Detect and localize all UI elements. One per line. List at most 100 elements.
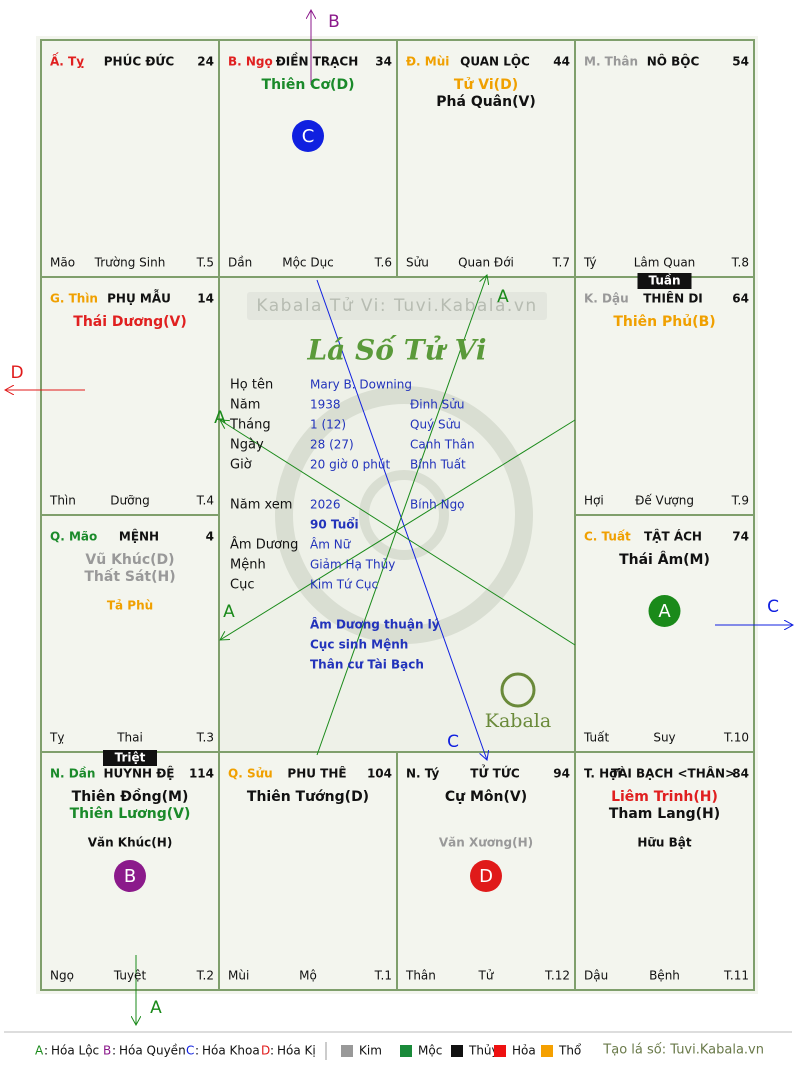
can-chi: N. Tý <box>406 767 440 781</box>
element-swatch <box>400 1045 412 1057</box>
palace-name: PHU THÊ <box>287 766 346 781</box>
palace-age: 34 <box>375 55 392 69</box>
can-chi: T. Hợi <box>584 767 622 781</box>
branch: Thân <box>405 969 436 983</box>
logo: Kabala <box>485 710 551 732</box>
main-star: Thiên Phủ(B) <box>613 314 715 330</box>
arrow <box>220 420 576 646</box>
can-chi: K. Dậu <box>584 292 629 306</box>
phase: Lâm Quan <box>634 256 696 270</box>
palace-age: 14 <box>197 292 214 306</box>
palace-age: 104 <box>367 767 392 781</box>
element-name: Thổ <box>558 1044 582 1058</box>
main-star: Tử Vi(D) <box>454 77 518 93</box>
info-value: 20 giờ 0 phút <box>310 458 390 472</box>
branch: Tỵ <box>49 731 64 745</box>
hoa-colon: : <box>112 1044 116 1058</box>
hoa-badge-letter: A <box>658 601 671 622</box>
palace-name: QUAN LỘC <box>460 54 530 69</box>
palace-name: TÀI BẠCH <THÂN> <box>611 766 735 781</box>
element-name: Kim <box>359 1044 382 1058</box>
term: T.5 <box>196 256 214 270</box>
arrow-label: A <box>223 602 235 622</box>
hoa-colon: : <box>195 1044 199 1058</box>
term: T.6 <box>374 256 392 270</box>
can-chi: Đ. Mùi <box>406 55 449 69</box>
can-chi: C. Tuất <box>584 530 631 544</box>
main-star: Vũ Khúc(D) <box>85 552 174 568</box>
note: Âm Dương thuận lý <box>310 617 440 632</box>
phase: Mộ <box>299 969 317 983</box>
palace-name: NÔ BỘC <box>647 54 700 69</box>
palace-age: 54 <box>732 55 749 69</box>
palace-age: 4 <box>206 530 214 544</box>
palace-name: PHỤ MẪU <box>107 290 171 306</box>
info-label: Âm Dương <box>230 537 298 553</box>
term: T.9 <box>731 494 749 508</box>
palace-age: 64 <box>732 292 749 306</box>
phase: Suy <box>653 731 675 745</box>
phase: Mộc Dục <box>282 256 334 270</box>
arrow-label: A <box>150 998 162 1018</box>
info-value: Âm Nữ <box>310 537 352 552</box>
hoa-colon: : <box>44 1044 48 1058</box>
credit: Tạo lá số: Tuvi.Kabala.vn <box>602 1043 764 1058</box>
hoa-badge-letter: C <box>302 126 315 147</box>
element-name: Thủy <box>468 1044 499 1058</box>
main-star: Phá Quân(V) <box>436 94 535 110</box>
minor-star: Văn Xương(H) <box>439 836 533 850</box>
info-extra: Bính Ngọ <box>410 498 465 512</box>
tag-bg <box>103 750 157 766</box>
hoa-label: Hóa Kị <box>277 1044 316 1058</box>
note: Cục sinh Mệnh <box>310 638 408 652</box>
palace-age: 84 <box>732 767 749 781</box>
can-chi: Ấ. Tỵ <box>50 52 84 69</box>
phase: Tuyệt <box>113 969 147 983</box>
element-swatch <box>541 1045 553 1057</box>
info-value: 2026 <box>310 498 341 512</box>
palace-age: 44 <box>553 55 570 69</box>
term: T.1 <box>374 969 392 983</box>
palace-name: PHÚC ĐỨC <box>104 54 175 69</box>
hoa-badge-letter: B <box>124 866 136 887</box>
can-chi: B. Ngọ <box>228 55 273 69</box>
info-value: Mary B. Downing <box>310 378 412 392</box>
hoa-key: A <box>35 1044 44 1058</box>
arrow <box>220 419 576 640</box>
minor-star: Hữu Bật <box>637 836 692 850</box>
tag: Tuần <box>648 274 680 288</box>
tag: Triệt <box>115 751 146 765</box>
can-chi: M. Thân <box>584 55 638 69</box>
hoa-label: Hóa Quyền <box>119 1044 186 1058</box>
main-star: Thái Dương(V) <box>73 314 186 330</box>
palace-name: HUYNH ĐỆ <box>104 766 175 781</box>
palace-age: 74 <box>732 530 749 544</box>
phase: Quan Đới <box>458 256 514 270</box>
info-label: Mệnh <box>230 558 266 573</box>
term: T.3 <box>196 731 214 745</box>
phase: Trường Sinh <box>94 256 166 270</box>
element-swatch <box>451 1045 463 1057</box>
term: T.8 <box>731 256 749 270</box>
branch: Hợi <box>584 494 604 508</box>
arrow-label: A <box>497 287 509 307</box>
palace-name: TỬ TỨC <box>470 765 520 781</box>
main-star: Thất Sát(H) <box>84 568 175 585</box>
info-value: Kim Tứ Cục <box>310 578 378 592</box>
branch: Ngọ <box>50 969 74 983</box>
phase: Dưỡng <box>110 494 149 508</box>
branch: Tuất <box>583 731 609 745</box>
info-label: Năm xem <box>230 498 292 513</box>
branch: Sửu <box>406 256 429 270</box>
arrow-label: C <box>767 597 779 617</box>
hoa-label: Hóa Lộc <box>51 1044 99 1058</box>
info-label: Cục <box>230 578 254 593</box>
main-star: Liêm Trinh(H) <box>611 789 718 805</box>
arrow <box>316 279 487 760</box>
hoa-colon: : <box>270 1044 274 1058</box>
branch: Dần <box>228 256 252 270</box>
palace-age: 114 <box>189 767 214 781</box>
hoa-badge <box>648 595 681 627</box>
info-extra: Canh Thân <box>410 438 475 452</box>
